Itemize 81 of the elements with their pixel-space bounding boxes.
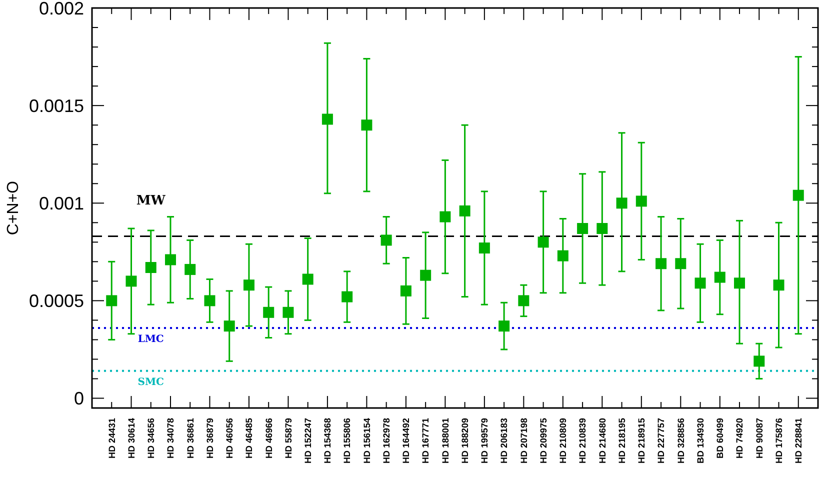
point [459,205,470,216]
point [224,320,235,332]
point [656,258,667,270]
point [380,234,392,246]
x-tick-label: HD 152247 [302,418,313,464]
x-tick-label: BD 134930 [695,418,706,464]
point [302,274,314,285]
x-tick-label: HD 46485 [244,418,254,459]
y-tick-label: 0.0005 [28,290,84,311]
point [282,306,294,318]
x-tick-label: HD 46966 [264,418,274,459]
point [616,198,628,209]
x-tick-label: HD 55879 [283,418,294,459]
x-tick-label: HD 328856 [676,418,686,464]
point [145,262,156,274]
y-tick-label: 0.002 [38,0,84,18]
y-tick-label: 0.0015 [28,96,84,116]
x-tick-label: HD 156154 [362,418,372,464]
ref-line-label: LMC [138,334,164,345]
x-tick-label: HD 162978 [381,418,392,464]
x-tick-label: HD 175876 [774,418,784,464]
x-tick-label: HD 207198 [518,418,529,464]
x-tick-label: HD 218915 [636,418,647,464]
point [792,190,804,201]
point [126,276,137,287]
point [596,222,608,234]
x-tick-label: HD 34656 [146,418,156,459]
x-tick-label: HD 210839 [578,418,588,464]
point [557,250,568,262]
x-tick-label: HD 227757 [656,418,666,464]
point [754,356,765,367]
point [263,306,274,318]
x-tick-label: HD 199579 [480,418,490,464]
x-tick-label: HD 164492 [401,418,412,464]
x-tick-label: HD 210809 [558,418,568,464]
point [420,270,432,281]
point [478,242,490,254]
x-tick-label: HD 218195 [616,418,627,464]
point [636,196,647,207]
point [400,285,412,296]
point [164,254,176,266]
x-tick-label: HD 34078 [166,418,176,459]
y-tick-label: 0.001 [38,193,84,214]
x-tick-label: HD 188209 [460,418,470,464]
x-tick-label: HD 46056 [224,418,234,459]
x-tick-label: HD 188001 [440,418,450,464]
point [538,236,549,248]
y-tick-label: 0 [74,388,84,409]
point [675,258,686,270]
x-tick-label: HD 154368 [322,418,333,464]
point [694,278,706,289]
point [498,320,510,332]
x-tick-label: HD 74920 [734,418,745,459]
ref-line-label: SMC [138,376,164,388]
point [734,278,746,289]
x-tick-label: HD 206183 [499,418,510,464]
x-tick-label: HD 30614 [126,418,136,459]
x-tick-label: HD 155806 [342,418,352,464]
point [361,120,372,131]
point [440,211,451,222]
point [322,114,333,125]
x-tick-label: HD 90087 [754,418,764,459]
point [773,280,784,291]
x-tick-label: HD 36879 [204,418,215,459]
point [243,280,254,291]
point [577,222,588,234]
x-tick-label: HD 214680 [597,418,608,464]
point [106,295,118,306]
point [518,295,530,306]
point [714,272,726,283]
point [184,264,196,275]
point [204,295,216,306]
x-tick-label: HD 167771 [420,418,431,464]
x-tick-label: BD 60499 [715,418,726,459]
x-tick-label: HD 209975 [538,418,548,464]
y-axis-title: C+N+O [5,180,22,236]
point [342,291,353,302]
x-tick-label: HD 36861 [185,418,196,459]
ref-line-label: MW [136,193,166,208]
x-tick-label: HD 24431 [106,418,117,459]
x-tick-label: HD 228841 [794,418,804,464]
